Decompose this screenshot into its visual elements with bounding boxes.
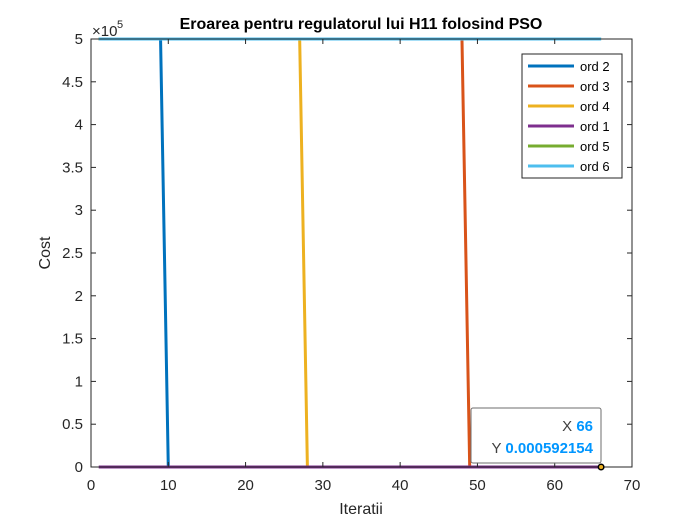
y-exponent-power: 5 bbox=[117, 19, 123, 31]
datatip-marker-core bbox=[599, 465, 604, 469]
y-tick-label: 3 bbox=[75, 202, 83, 219]
y-tick-label: 4.5 bbox=[62, 74, 83, 91]
x-tick-label: 10 bbox=[160, 477, 177, 494]
y-tick-label: 0 bbox=[75, 459, 83, 476]
y-tick-label: 0.5 bbox=[62, 416, 83, 433]
legend-entry-label: ord 6 bbox=[580, 159, 610, 174]
y-tick-label: 2 bbox=[75, 288, 83, 305]
y-tick-label: 3.5 bbox=[62, 159, 83, 176]
y-tick-label: 4 bbox=[75, 117, 83, 134]
x-tick-label: 60 bbox=[546, 477, 563, 494]
x-tick-label: 50 bbox=[469, 477, 486, 494]
y-exponent-base: ×10 bbox=[92, 23, 117, 40]
legend-entry-label: ord 3 bbox=[580, 79, 610, 94]
datatip-x-row: X 66 bbox=[562, 418, 593, 435]
legend-entry-label: ord 5 bbox=[580, 139, 610, 154]
legend: ord 2 ord 3 ord 4 ord 1 ord 5 ord 6 bbox=[521, 53, 623, 179]
legend-entry-label: ord 2 bbox=[580, 59, 610, 74]
x-tick-label: 0 bbox=[87, 477, 95, 494]
x-tick-label: 40 bbox=[392, 477, 409, 494]
y-axis-label: Cost bbox=[37, 236, 54, 269]
datatip-y-value: 0.000592154 bbox=[505, 440, 593, 457]
datatip-box bbox=[470, 407, 602, 464]
datatip-x-value: 66 bbox=[576, 418, 593, 435]
y-tick-label: 5 bbox=[75, 31, 83, 48]
datatip-y-row: Y 0.000592154 bbox=[492, 440, 594, 457]
x-tick-label: 30 bbox=[315, 477, 332, 494]
y-tick-label: 2.5 bbox=[62, 245, 83, 262]
x-axis-label: Iteratii bbox=[339, 501, 383, 518]
x-tick-label: 20 bbox=[237, 477, 254, 494]
y-axis-exponent: ×10 5 bbox=[92, 19, 123, 40]
datatip-y-label: Y bbox=[492, 440, 506, 457]
axes-layer: 0 10 20 30 40 50 60 70 0 0.5 1 1.5 2 2.5 3 3.5 4 4.5 5 bbox=[62, 31, 640, 494]
legend-entry-label: ord 1 bbox=[580, 119, 610, 134]
legend-entry-label: ord 4 bbox=[580, 99, 610, 114]
y-tick-label: 1.5 bbox=[62, 331, 83, 348]
datatip[interactable]: X 66 Y 0.000592154 bbox=[470, 407, 605, 471]
x-tick-label: 70 bbox=[624, 477, 641, 494]
datatip-x-label: X bbox=[562, 418, 576, 435]
legend-box bbox=[521, 53, 623, 179]
y-tick-label: 1 bbox=[75, 373, 83, 390]
chart-title: Eroarea pentru regulatorul lui H11 folos… bbox=[180, 16, 543, 33]
